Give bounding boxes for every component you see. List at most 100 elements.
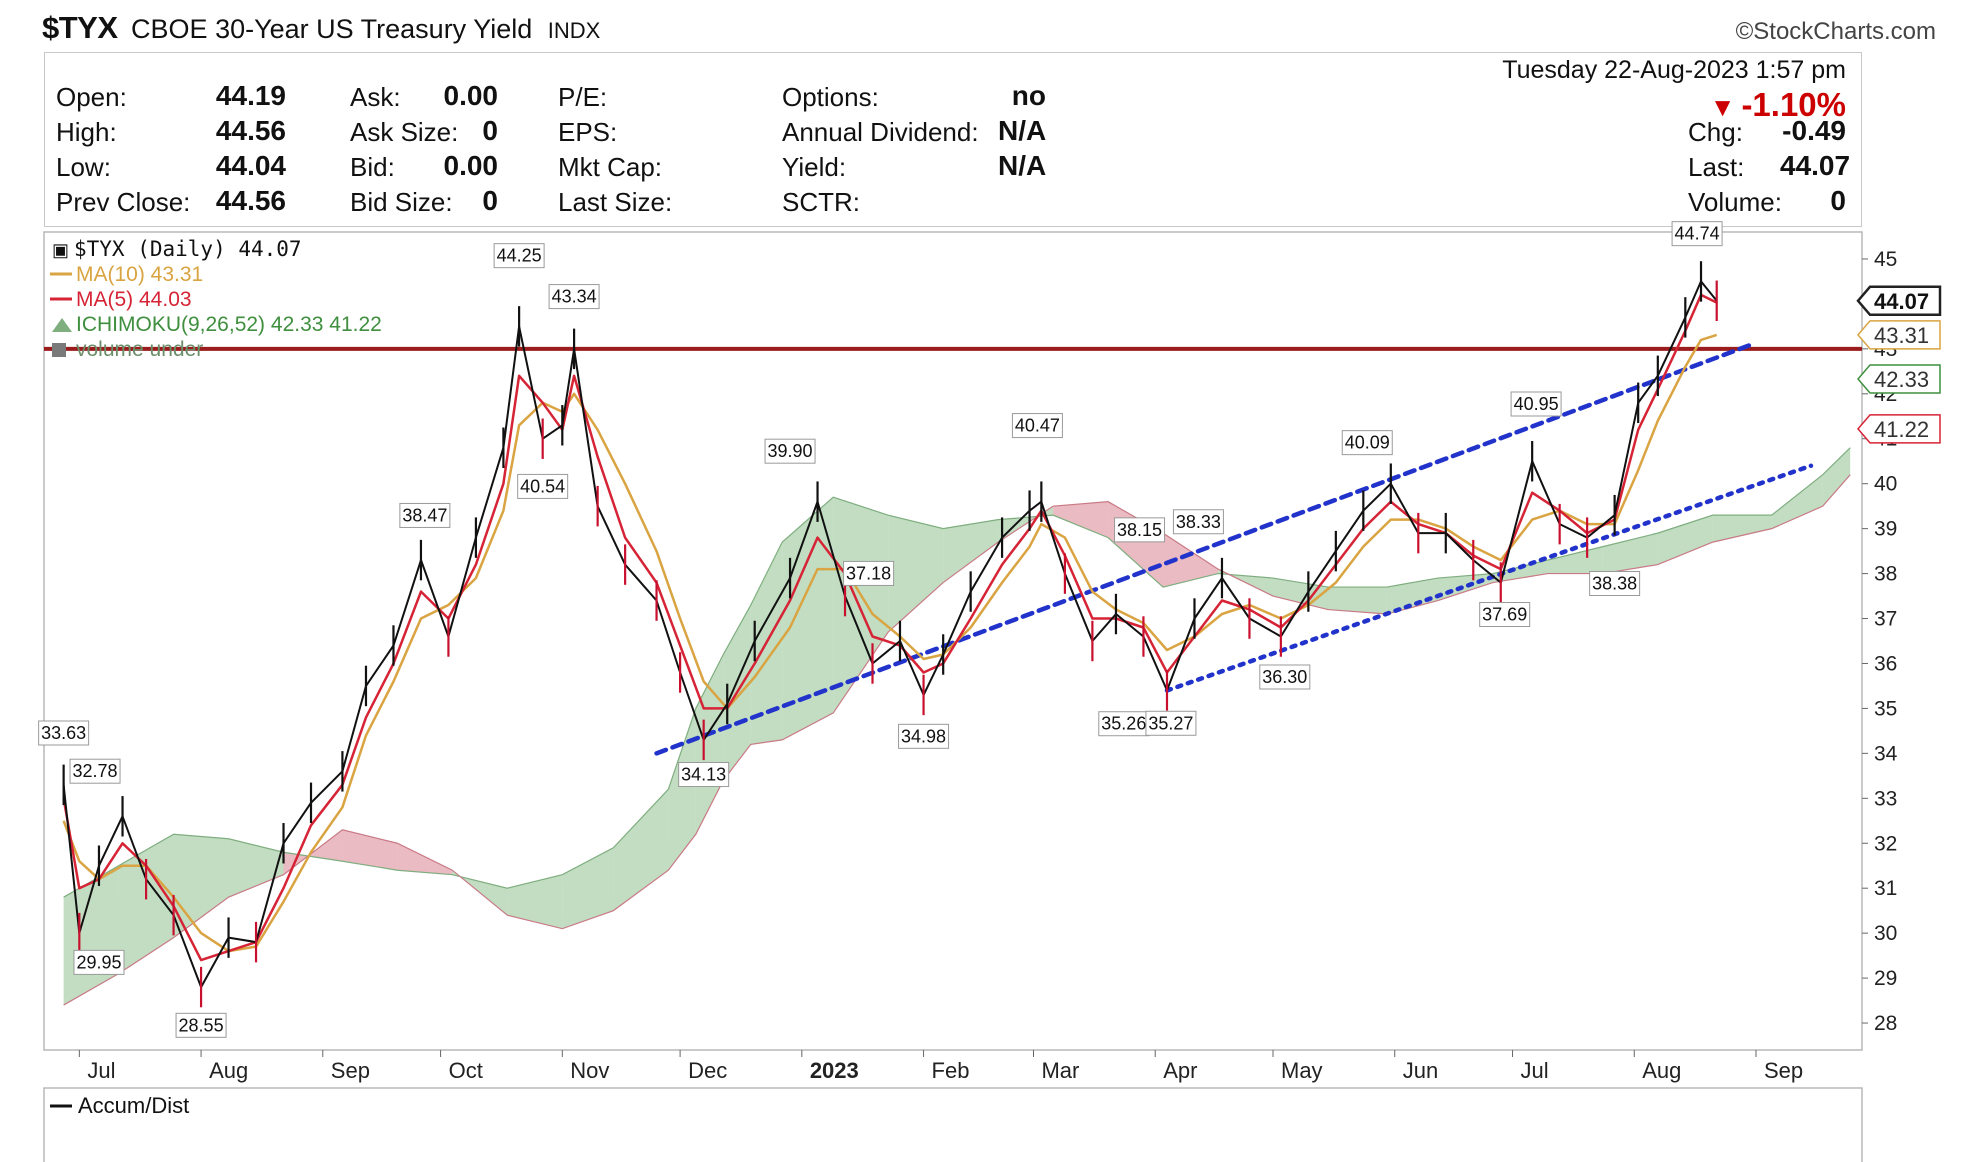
cloud-span-b (63, 474, 1851, 1006)
down-arrow-icon: ▼ (1709, 92, 1736, 122)
trough-label: 28.55 (175, 1012, 227, 1038)
y-tick-label: 39 (1874, 518, 1897, 541)
cloud-segment (118, 834, 174, 974)
trough-label: 38.38 (1589, 571, 1641, 597)
quote-value: 44.19 (215, 80, 286, 111)
label-text: 38.47 (402, 505, 447, 525)
trendline-dashed (654, 342, 1755, 756)
quote-value: 0.00 (443, 150, 499, 181)
label-box (898, 723, 950, 749)
quote-value: N/A (998, 115, 1047, 146)
cloud-segment (1492, 560, 1548, 583)
quote-value: 0.00 (443, 80, 499, 111)
label-text: 35.26 (1101, 714, 1146, 734)
quote-label: Volume: (1688, 187, 1782, 217)
x-tick-label: Sep (331, 1058, 370, 1083)
quote-label: Prev Close: (56, 187, 191, 217)
cloud-segment (613, 789, 669, 911)
label-text: 36.30 (1262, 667, 1307, 687)
axis-value-tag: 42.33 (1857, 364, 1941, 394)
label-text: 34.13 (681, 765, 726, 785)
quote-label: Ask Size: (350, 117, 459, 147)
cloud-segment (888, 515, 944, 633)
x-tick-label: May (1281, 1058, 1323, 1083)
label-box (1172, 509, 1224, 535)
label-text: 38.15 (1117, 520, 1162, 540)
peak-label: 38.33 (1172, 509, 1224, 535)
x-tick-label: Jul (87, 1058, 115, 1083)
peak-label: 37.18 (843, 560, 895, 586)
label-text: 29.95 (76, 952, 121, 972)
quote-label: EPS: (558, 117, 618, 147)
x-tick-label: Jul (1521, 1058, 1549, 1083)
cloud-segment (695, 654, 724, 835)
tag-box (1857, 414, 1941, 444)
label-box (493, 243, 545, 269)
x-tick-label: Sep (1764, 1058, 1803, 1083)
label-text: 44.25 (497, 246, 542, 266)
trough-label: 37.69 (1479, 602, 1531, 628)
quote-label: Last Size: (558, 187, 673, 217)
label-box (1671, 221, 1723, 247)
legend-label: $TYX (Daily) 44.07 (74, 237, 302, 261)
label-text: 40.95 (1514, 394, 1559, 414)
x-tick-label: Apr (1163, 1058, 1197, 1083)
exchange-code: INDX (547, 18, 601, 43)
cloud-segment (782, 497, 834, 740)
cloud-segment (668, 708, 696, 871)
quote-label: High: (56, 117, 117, 147)
tag-text: 43.31 (1874, 323, 1929, 348)
quote-label: Bid: (350, 152, 395, 182)
peak-label: 40.47 (1011, 413, 1063, 439)
tag-box (1857, 364, 1941, 394)
volume-icon (52, 343, 66, 357)
chart-header: $TYX CBOE 30-Year US Treasury Yield INDX (42, 10, 600, 46)
cloud-span-a (63, 447, 1851, 898)
accum-dist-panel: Accum/Dist (50, 1093, 189, 1118)
y-tick-label: 36 (1874, 652, 1897, 675)
tag-box (1857, 320, 1941, 350)
peak-label: 38.47 (399, 502, 451, 528)
peak-label: 32.78 (69, 758, 121, 784)
tag-text: 42.33 (1874, 367, 1929, 392)
quote-label: Open: (56, 82, 127, 112)
instrument-name: CBOE 30-Year US Treasury Yield (131, 14, 533, 44)
brand-logo[interactable]: ©StockCharts.com (1735, 18, 1936, 45)
quote-value: 0 (482, 185, 498, 216)
x-axis: Jul Aug Sep Oct Nov Dec 2023 Feb Mar Apr May Jun Jul… (78, 1050, 1803, 1083)
label-box (843, 560, 895, 586)
label-box (1145, 710, 1197, 736)
x-tick-label: Aug (1642, 1058, 1681, 1083)
label-box (399, 502, 451, 528)
trough-label: 35.26 (1098, 711, 1150, 737)
label-text: 35.27 (1148, 713, 1193, 733)
quote-value: N/A (998, 150, 1047, 181)
quote-panel (44, 52, 1862, 227)
cloud-segment (397, 843, 453, 875)
y-tick-label: 38 (1874, 563, 1897, 586)
cloud-segment (173, 834, 229, 938)
label-box (1011, 413, 1063, 439)
quote-value: 44.07 (1780, 150, 1851, 181)
tag-box (1856, 285, 1942, 317)
label-text: 32.78 (73, 761, 118, 781)
axis-value-tag: 41.22 (1857, 414, 1941, 444)
quote-label: Mkt Cap: (558, 152, 663, 182)
tag-text: 44.07 (1874, 289, 1929, 314)
cloud-segment (562, 847, 614, 929)
quote-label: Last: (1688, 152, 1745, 182)
quote-label: Low: (56, 152, 111, 182)
quote-label: Options: (782, 82, 879, 112)
legend-label: MA(10) 43.31 (76, 263, 203, 286)
y-tick-label: 33 (1874, 787, 1897, 810)
peak-label: 40.95 (1510, 391, 1562, 417)
cloud-segment (1822, 447, 1851, 507)
label-box (1341, 430, 1393, 456)
cloud-segment (1386, 578, 1438, 615)
legend-label: ICHIMOKU(9,26,52) 42.33 41.22 (76, 313, 382, 336)
trough-label: 36.30 (1259, 664, 1311, 690)
x-tick-label: Dec (688, 1058, 727, 1083)
peak-label: 44.25 (493, 243, 545, 269)
